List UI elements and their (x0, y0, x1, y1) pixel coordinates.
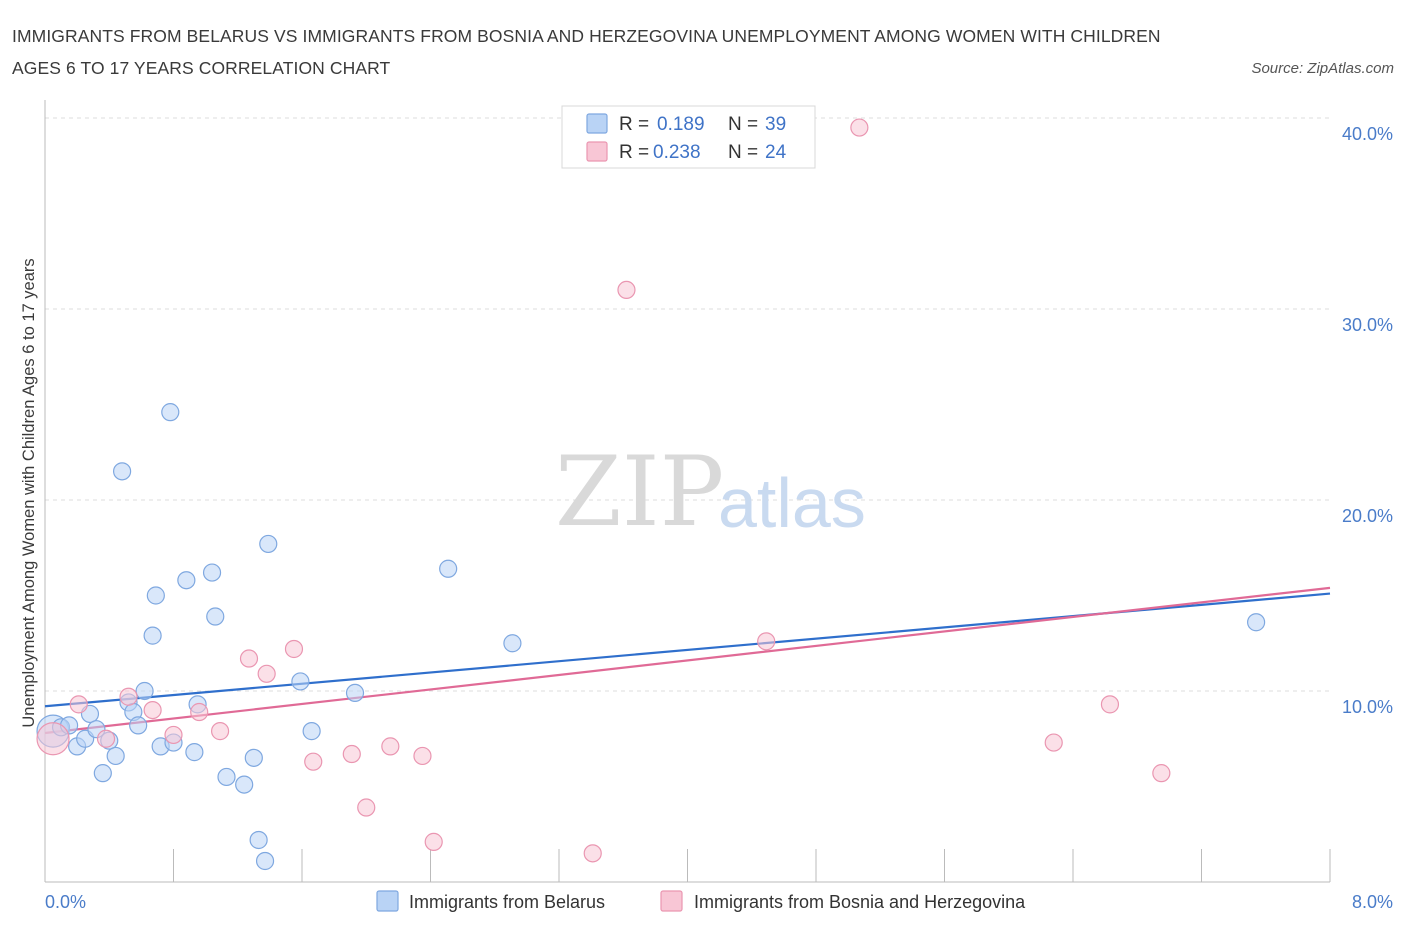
correlation-legend: R = 0.189 N = 39 R = 0.238 N = 24 (561, 105, 816, 169)
point-belarus (177, 571, 196, 590)
series-legend-label-belarus: Immigrants from Belarus (409, 892, 605, 912)
point-belarus (106, 746, 125, 766)
point-bosnia (164, 725, 183, 745)
legend-n-label-belarus: N = (728, 114, 758, 135)
legend-r-value-bosnia: 0.238 (653, 142, 701, 163)
point-bosnia (257, 664, 276, 683)
point-bosnia (757, 632, 776, 651)
legend-r-label-bosnia: R = (619, 142, 649, 163)
watermark-atlas: atlas (718, 464, 866, 542)
y-tick-label: 30.0% (1342, 315, 1393, 335)
point-bosnia (239, 649, 259, 668)
point-belarus (244, 748, 263, 767)
legend-r-label-belarus: R = (619, 114, 649, 135)
x-tick-label: 0.0% (45, 892, 86, 912)
point-belarus (1247, 613, 1266, 632)
point-bosnia (119, 687, 138, 706)
point-belarus (217, 767, 236, 787)
data-points (36, 118, 1266, 871)
tick-labels: 10.0% 20.0% 30.0% 40.0% 0.0% 8.0% (45, 124, 1393, 912)
point-bosnia (424, 832, 443, 851)
point-belarus (185, 743, 204, 762)
point-bosnia (617, 280, 636, 299)
point-belarus (235, 775, 254, 794)
watermark-zip: ZIP (555, 436, 724, 548)
series-legend-swatch-belarus (376, 890, 399, 912)
point-bosnia (96, 729, 116, 748)
series-legend-swatch-bosnia (660, 890, 683, 912)
legend-swatch-belarus (586, 113, 608, 134)
point-bosnia (583, 844, 602, 863)
point-belarus (345, 683, 365, 703)
point-belarus (143, 626, 162, 645)
point-belarus (206, 607, 225, 626)
y-tick-label: 20.0% (1342, 506, 1393, 526)
point-belarus (503, 634, 522, 653)
point-bosnia (190, 702, 209, 722)
point-bosnia (284, 639, 304, 659)
point-bosnia (69, 695, 88, 714)
point-bosnia (413, 746, 432, 766)
point-belarus (146, 586, 165, 605)
point-bosnia (36, 722, 70, 756)
point-bosnia (342, 744, 361, 764)
point-belarus (302, 722, 321, 741)
grid-lines (45, 117, 1330, 692)
trend-line-bosnia (44, 586, 1331, 735)
point-bosnia (304, 752, 323, 771)
point-belarus (249, 830, 268, 850)
y-tick-label: 40.0% (1342, 124, 1393, 144)
trend-lines (44, 586, 1331, 735)
point-belarus (202, 563, 222, 582)
legend-n-value-bosnia: 24 (765, 142, 787, 163)
legend-r-value-belarus: 0.189 (657, 114, 705, 135)
axes (44, 100, 1331, 883)
point-belarus (259, 534, 278, 554)
chart-title: IMMIGRANTS FROM BELARUS VS IMMIGRANTS FR… (12, 26, 1161, 78)
legend-n-value-belarus: 39 (765, 114, 786, 135)
point-belarus (255, 851, 275, 871)
legend-swatch-bosnia (586, 141, 608, 162)
point-belarus (135, 681, 154, 701)
point-belarus (291, 672, 310, 691)
y-tick-label: 10.0% (1342, 697, 1393, 717)
watermark: ZIP atlas (555, 436, 866, 548)
series-legend-label-bosnia: Immigrants from Bosnia and Herzegovina (694, 892, 1026, 912)
point-bosnia (1044, 733, 1063, 752)
y-axis-title: Unemployment Among Women with Children A… (20, 258, 38, 727)
point-bosnia (143, 700, 162, 720)
point-bosnia (210, 722, 230, 741)
point-bosnia (1152, 764, 1171, 783)
point-bosnia (1100, 695, 1120, 714)
series-legend: Immigrants from Belarus Immigrants from … (376, 890, 1026, 912)
point-belarus (112, 462, 132, 481)
point-bosnia (357, 798, 376, 817)
legend-n-label-bosnia: N = (728, 142, 758, 163)
point-belarus (129, 716, 148, 735)
point-bosnia (381, 737, 400, 756)
point-bosnia (850, 118, 869, 137)
source-label: Source: ZipAtlas.com (1251, 60, 1394, 77)
point-belarus (161, 403, 180, 422)
x-tick-label: 8.0% (1352, 892, 1393, 912)
point-belarus (93, 764, 112, 783)
point-belarus (439, 559, 458, 578)
